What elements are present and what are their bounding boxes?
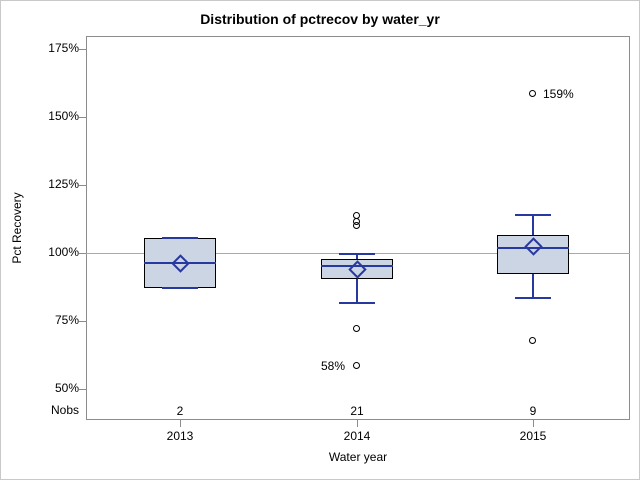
whisker-cap: [515, 213, 551, 216]
plot-frame: [86, 36, 630, 420]
y-tick-mark: [79, 321, 86, 322]
nobs-value: 21: [350, 404, 364, 418]
y-tick-mark: [79, 117, 86, 118]
y-tick-label: 75%: [54, 313, 79, 327]
whisker-stem-lower: [532, 273, 534, 298]
y-tick-mark: [79, 185, 86, 186]
x-tick-label: 2013: [166, 429, 194, 443]
outlier-point: [529, 337, 536, 345]
whisker-cap: [162, 237, 198, 240]
x-tick-mark: [180, 420, 181, 427]
box-iqr: [497, 235, 569, 274]
y-tick-mark: [79, 389, 86, 390]
box-iqr: [321, 258, 393, 280]
median-line: [497, 247, 569, 250]
x-tick-label: 2014: [343, 429, 371, 443]
whisker-stem-lower: [356, 279, 358, 304]
whisker-cap: [162, 287, 198, 290]
nobs-value: 9: [529, 404, 537, 418]
y-tick-label: 50%: [54, 381, 79, 395]
y-tick-label: 100%: [48, 245, 79, 259]
outlier-point: [353, 324, 360, 332]
whisker-cap: [339, 302, 375, 305]
y-tick-label: 150%: [48, 109, 79, 123]
y-tick-mark: [79, 253, 86, 254]
y-tick-label: 125%: [48, 177, 79, 191]
outlier-point: [529, 89, 536, 97]
outlier-label: 159%: [543, 86, 574, 101]
nobs-header-label: Nobs: [50, 403, 79, 417]
nobs-value: 2: [176, 404, 184, 418]
y-tick-mark: [79, 49, 86, 50]
outlier-point: [353, 221, 360, 229]
outlier-label: 58%: [320, 358, 345, 373]
chart-title: Distribution of pctrecov by water_yr: [200, 11, 440, 27]
y-tick-label: 175%: [48, 41, 79, 55]
x-tick-label: 2015: [519, 429, 547, 443]
median-line: [321, 265, 393, 268]
whisker-stem-upper: [356, 254, 358, 259]
whisker-cap: [339, 253, 375, 256]
median-line: [144, 262, 216, 265]
whisker-stem-upper: [532, 214, 534, 236]
x-axis-title: Water year: [328, 450, 388, 464]
whisker-cap: [515, 296, 551, 299]
x-tick-mark: [357, 420, 358, 427]
x-tick-mark: [533, 420, 534, 427]
outlier-point: [353, 361, 360, 369]
